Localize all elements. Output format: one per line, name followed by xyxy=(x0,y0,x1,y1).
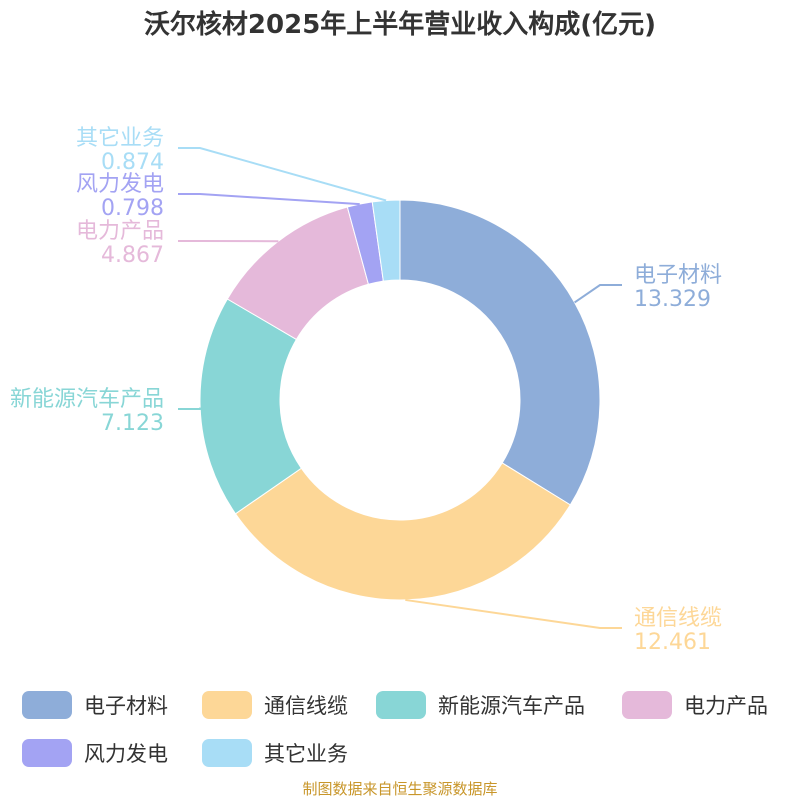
legend-label: 风力发电 xyxy=(84,742,168,766)
slice-label-name: 电力产品 xyxy=(76,219,164,244)
leader-line-qita-yewu xyxy=(178,147,387,202)
slice-label-value: 12.461 xyxy=(634,630,711,655)
slice-label-value: 7.123 xyxy=(101,411,164,436)
slice-label-name: 其它业务 xyxy=(76,126,164,151)
slice-label-value: 0.798 xyxy=(101,196,164,221)
data-source-note: 制图数据来自恒生聚源数据库 xyxy=(302,780,498,798)
legend-swatch xyxy=(622,691,672,719)
legend-swatch xyxy=(202,739,252,767)
slice-dianzi-cailiao[interactable] xyxy=(399,199,601,506)
legend-item-dianzi-cailiao[interactable]: 电子材料 xyxy=(22,690,168,720)
legend-item-dianli-chanpin[interactable]: 电力产品 xyxy=(622,690,768,720)
leader-line-xinnengyuan-qiche xyxy=(178,407,202,410)
legend-swatch xyxy=(22,739,72,767)
legend-label: 其它业务 xyxy=(264,742,348,766)
donut-slices xyxy=(199,199,601,601)
legend-item-tongxin-xianlan[interactable]: 通信线缆 xyxy=(202,690,348,720)
legend-swatch xyxy=(376,691,426,719)
legend-label: 通信线缆 xyxy=(264,694,348,718)
slice-label-name: 通信线缆 xyxy=(634,606,722,631)
slice-qita-yewu[interactable] xyxy=(371,199,401,282)
slice-label-value: 4.867 xyxy=(101,243,164,268)
leader-line-fengli-fadian xyxy=(178,193,360,206)
legend-item-qita-yewu[interactable]: 其它业务 xyxy=(202,738,348,768)
chart-title: 沃尔核材2025年上半年营业收入构成(亿元) xyxy=(143,10,657,40)
slice-label-value: 0.874 xyxy=(101,150,164,175)
slice-label-name: 电子材料 xyxy=(634,263,722,288)
slice-label-value: 13.329 xyxy=(634,287,711,312)
leader-line-tongxin-xianlan xyxy=(405,598,622,629)
leader-line-dianzi-cailiao xyxy=(574,284,622,304)
slice-label-name: 风力发电 xyxy=(76,172,164,197)
legend-label: 电子材料 xyxy=(84,694,168,718)
label-leader-lines xyxy=(178,147,622,629)
legend-label: 电力产品 xyxy=(684,694,768,718)
legend-label: 新能源汽车产品 xyxy=(438,694,585,718)
legend-swatch xyxy=(202,691,252,719)
slice-label-name: 新能源汽车产品 xyxy=(10,387,164,412)
legend-swatch xyxy=(22,691,72,719)
legend-item-xinnengyuan-qiche[interactable]: 新能源汽车产品 xyxy=(376,690,585,720)
legend-item-fengli-fadian[interactable]: 风力发电 xyxy=(22,738,168,768)
slice-xinnengyuan-qiche[interactable] xyxy=(199,298,302,515)
slice-tongxin-xianlan[interactable] xyxy=(234,462,571,601)
